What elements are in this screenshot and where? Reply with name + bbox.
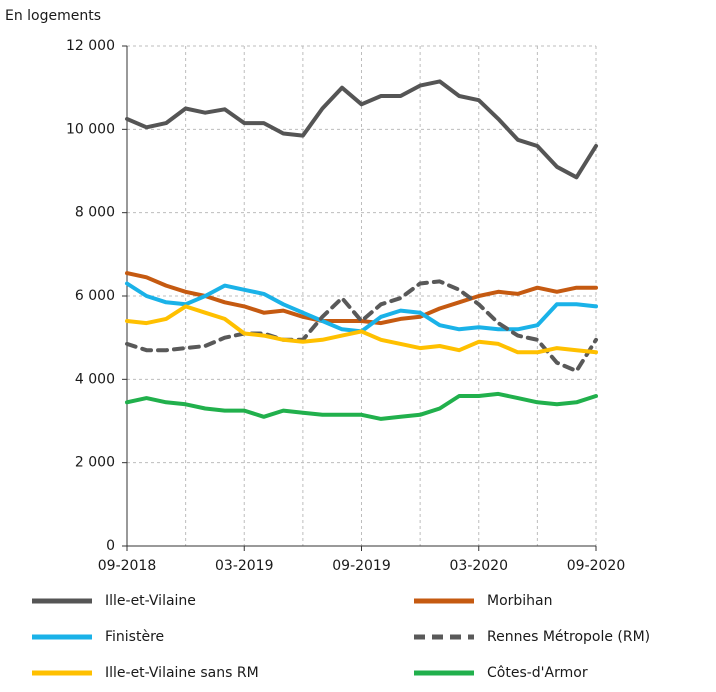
y-tick-label: 6 000 [75, 288, 115, 304]
x-tick-label: 03-2020 [450, 558, 509, 574]
y-axis-label: En logements [5, 8, 101, 24]
series-line [125, 304, 598, 355]
y-tick-label: 12 000 [66, 38, 115, 54]
x-tick-label: 09-2019 [332, 558, 391, 574]
y-tick-label: 4 000 [75, 371, 115, 387]
series-line [125, 79, 598, 180]
y-tick-label: 8 000 [75, 205, 115, 221]
legend-label: Rennes Métropole (RM) [487, 629, 650, 645]
y-tick-label: 0 [106, 538, 115, 554]
x-tick-label: 09-2018 [98, 558, 157, 574]
legend-label: Côtes-d'Armor [487, 665, 588, 681]
legend-label: Morbihan [487, 593, 553, 609]
series-line [125, 279, 598, 373]
x-tick-label: 09-2020 [567, 558, 626, 574]
y-tick-label: 10 000 [66, 121, 115, 137]
legend-label: Ille-et-Vilaine [105, 593, 196, 609]
series-line [125, 391, 598, 421]
legend-label: Finistère [105, 629, 164, 645]
y-tick-label: 2 000 [75, 455, 115, 471]
legend-label: Ille-et-Vilaine sans RM [105, 665, 259, 681]
x-tick-label: 03-2019 [215, 558, 274, 574]
